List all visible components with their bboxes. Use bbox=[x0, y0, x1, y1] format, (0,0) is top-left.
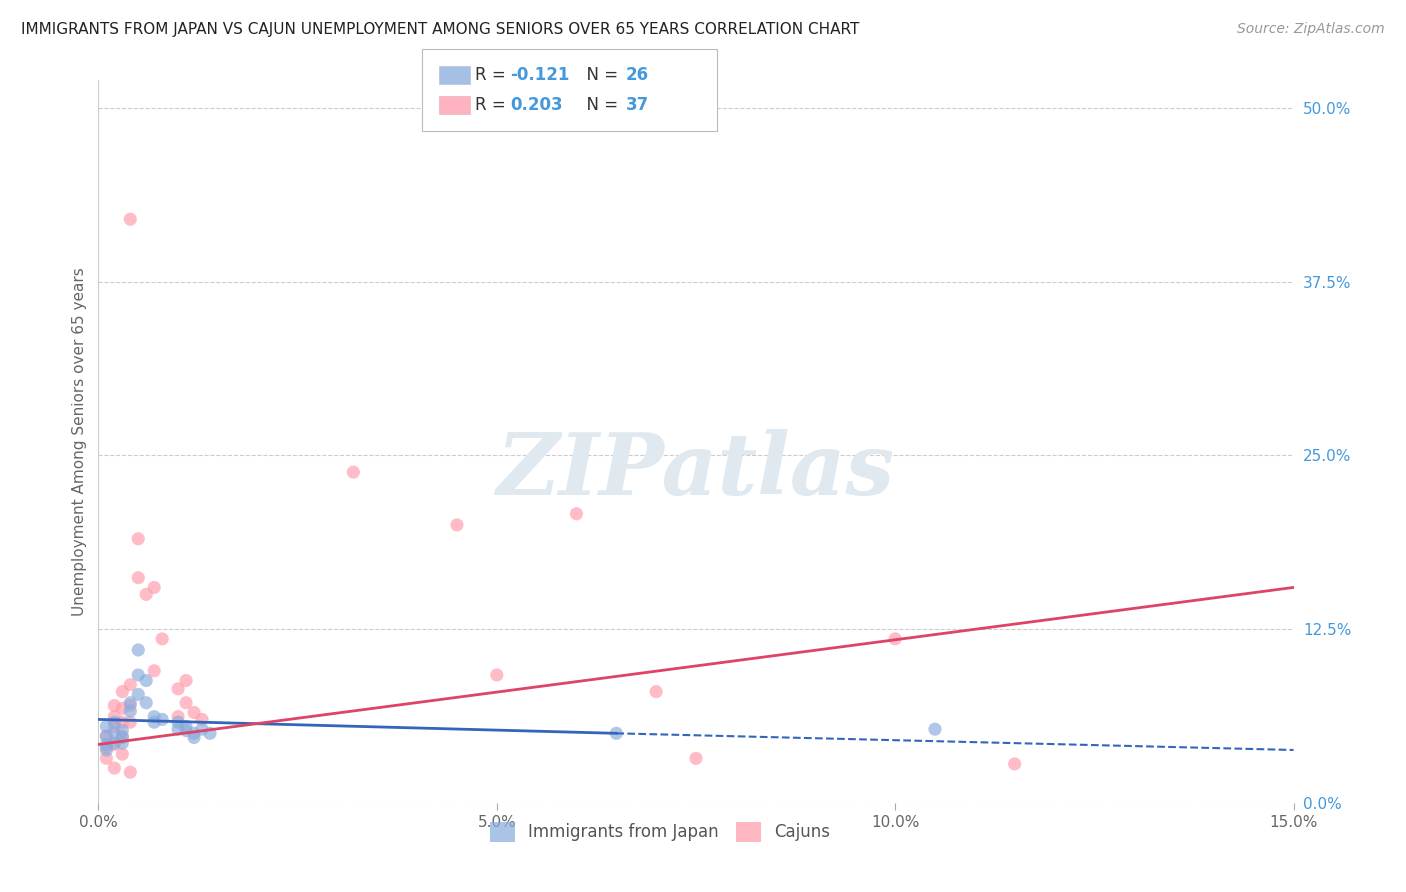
Point bbox=[120, 212, 142, 227]
Point bbox=[96, 751, 118, 765]
Point bbox=[143, 709, 166, 723]
Point bbox=[120, 678, 142, 692]
Text: -0.121: -0.121 bbox=[510, 66, 569, 84]
Point bbox=[143, 715, 166, 730]
Point bbox=[127, 687, 149, 701]
Point bbox=[342, 465, 364, 479]
Point bbox=[127, 643, 149, 657]
Point bbox=[191, 713, 214, 727]
Point bbox=[120, 704, 142, 718]
Point bbox=[96, 719, 118, 733]
Point bbox=[150, 632, 173, 646]
Point bbox=[143, 581, 166, 595]
Point bbox=[143, 664, 166, 678]
Text: 37: 37 bbox=[626, 96, 650, 114]
Point bbox=[103, 736, 125, 750]
Y-axis label: Unemployment Among Seniors over 65 years: Unemployment Among Seniors over 65 years bbox=[72, 268, 87, 615]
Point bbox=[96, 729, 118, 743]
Point bbox=[1004, 756, 1026, 771]
Point bbox=[685, 751, 707, 765]
Text: IMMIGRANTS FROM JAPAN VS CAJUN UNEMPLOYMENT AMONG SENIORS OVER 65 YEARS CORRELAT: IMMIGRANTS FROM JAPAN VS CAJUN UNEMPLOYM… bbox=[21, 22, 859, 37]
Point bbox=[183, 726, 205, 740]
Point bbox=[605, 726, 627, 740]
Point bbox=[135, 673, 157, 688]
Point bbox=[565, 507, 588, 521]
Point bbox=[103, 709, 125, 723]
Point bbox=[96, 740, 118, 755]
Point bbox=[924, 722, 946, 736]
Text: N =: N = bbox=[576, 66, 624, 84]
Point bbox=[127, 668, 149, 682]
Point bbox=[111, 736, 134, 750]
Point bbox=[174, 723, 197, 738]
Point bbox=[485, 668, 508, 682]
Point bbox=[111, 715, 134, 730]
Text: N =: N = bbox=[576, 96, 624, 114]
Point bbox=[167, 715, 190, 730]
Text: 0.203: 0.203 bbox=[510, 96, 562, 114]
Point bbox=[111, 723, 134, 738]
Point bbox=[103, 761, 125, 775]
Point bbox=[167, 709, 190, 723]
Point bbox=[111, 731, 134, 745]
Point bbox=[174, 673, 197, 688]
Point bbox=[135, 587, 157, 601]
Point bbox=[111, 729, 134, 743]
Point bbox=[103, 715, 125, 730]
Text: ZIPatlas: ZIPatlas bbox=[496, 429, 896, 512]
Text: Source: ZipAtlas.com: Source: ZipAtlas.com bbox=[1237, 22, 1385, 37]
Point bbox=[183, 706, 205, 720]
Point bbox=[174, 719, 197, 733]
Point bbox=[103, 738, 125, 752]
Point bbox=[111, 747, 134, 761]
Point bbox=[446, 517, 468, 532]
Point bbox=[167, 722, 190, 736]
Text: R =: R = bbox=[475, 66, 512, 84]
Point bbox=[135, 696, 157, 710]
Point bbox=[127, 571, 149, 585]
Point bbox=[174, 696, 197, 710]
Point bbox=[120, 765, 142, 780]
Point bbox=[191, 722, 214, 736]
Point bbox=[127, 532, 149, 546]
Point bbox=[120, 698, 142, 713]
Point bbox=[111, 701, 134, 715]
Point bbox=[198, 726, 221, 740]
Point bbox=[96, 743, 118, 757]
Legend: Immigrants from Japan, Cajuns: Immigrants from Japan, Cajuns bbox=[484, 815, 837, 848]
Point bbox=[120, 696, 142, 710]
Point bbox=[645, 684, 668, 698]
Point bbox=[120, 715, 142, 730]
Point bbox=[103, 698, 125, 713]
Point bbox=[96, 729, 118, 743]
Point bbox=[103, 719, 125, 733]
Text: R =: R = bbox=[475, 96, 512, 114]
Point bbox=[167, 681, 190, 696]
Point bbox=[884, 632, 907, 646]
Point bbox=[183, 731, 205, 745]
Point bbox=[103, 726, 125, 740]
Text: 26: 26 bbox=[626, 66, 648, 84]
Point bbox=[96, 738, 118, 752]
Point bbox=[150, 713, 173, 727]
Point bbox=[111, 684, 134, 698]
